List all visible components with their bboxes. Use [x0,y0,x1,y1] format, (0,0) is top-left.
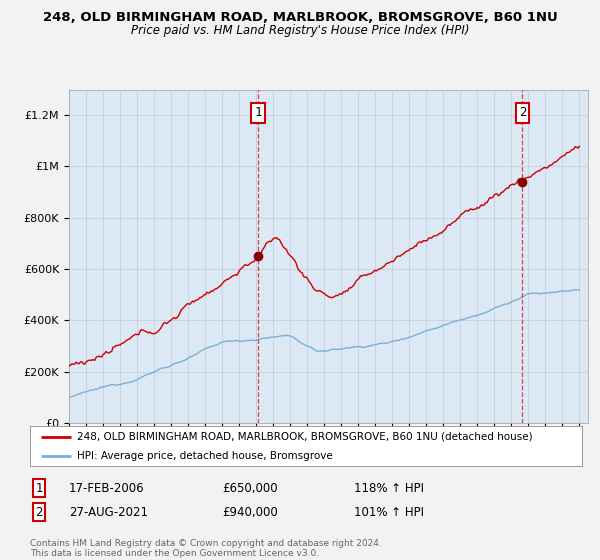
Text: 1: 1 [35,482,43,495]
Text: Contains HM Land Registry data © Crown copyright and database right 2024.
This d: Contains HM Land Registry data © Crown c… [30,539,382,558]
Text: 27-AUG-2021: 27-AUG-2021 [69,506,148,519]
Text: 2: 2 [519,106,526,119]
Text: HPI: Average price, detached house, Bromsgrove: HPI: Average price, detached house, Brom… [77,451,332,461]
Text: 1: 1 [254,106,262,119]
Text: £650,000: £650,000 [222,482,278,495]
Text: 17-FEB-2006: 17-FEB-2006 [69,482,145,495]
Text: 118% ↑ HPI: 118% ↑ HPI [354,482,424,495]
Text: 248, OLD BIRMINGHAM ROAD, MARLBROOK, BROMSGROVE, B60 1NU: 248, OLD BIRMINGHAM ROAD, MARLBROOK, BRO… [43,11,557,24]
Text: 248, OLD BIRMINGHAM ROAD, MARLBROOK, BROMSGROVE, B60 1NU (detached house): 248, OLD BIRMINGHAM ROAD, MARLBROOK, BRO… [77,432,533,442]
Text: 101% ↑ HPI: 101% ↑ HPI [354,506,424,519]
Text: 2: 2 [35,506,43,519]
Text: Price paid vs. HM Land Registry's House Price Index (HPI): Price paid vs. HM Land Registry's House … [131,24,469,36]
Text: £940,000: £940,000 [222,506,278,519]
